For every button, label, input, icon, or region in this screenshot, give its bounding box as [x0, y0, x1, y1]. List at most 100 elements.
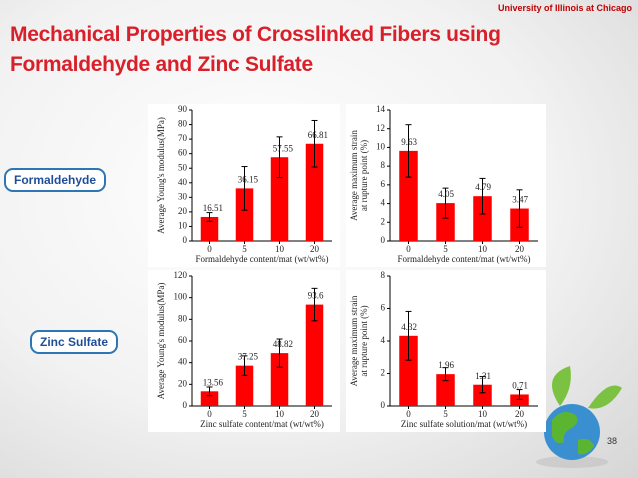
bar: [270, 353, 289, 406]
bar: [235, 365, 254, 406]
y-tick-label: 60: [178, 148, 188, 158]
y-axis-label: Average maximum strain: [349, 295, 359, 386]
bar: [305, 304, 324, 406]
x-tick-label: 20: [310, 409, 320, 419]
x-tick-label: 10: [478, 409, 488, 419]
value-label: 93.6: [308, 291, 324, 301]
bar: [436, 203, 455, 241]
y-tick-label: 10: [178, 221, 188, 231]
y-tick-label: 14: [376, 104, 386, 114]
y-tick-label: 20: [178, 206, 188, 216]
y-tick-label: 2: [381, 368, 386, 378]
y-axis-label: at rupture point (%): [359, 305, 369, 376]
bar: [473, 196, 492, 241]
y-tick-label: 70: [178, 133, 188, 143]
y-tick-label: 12: [376, 123, 385, 133]
value-label: 16.51: [203, 203, 223, 213]
x-tick-label: 5: [242, 409, 247, 419]
y-axis-label: Average Young's modulus(MPa): [156, 283, 166, 400]
x-tick-label: 5: [242, 244, 247, 254]
y-axis-label: Average maximum strain: [349, 130, 359, 221]
x-tick-label: 20: [515, 409, 525, 419]
y-tick-label: 6: [381, 303, 386, 313]
y-tick-label: 0: [183, 235, 188, 245]
bar: [399, 150, 418, 241]
value-label: 0.71: [512, 381, 528, 391]
x-tick-label: 20: [515, 244, 525, 254]
chart: 0 2 4 6 8 10 12 14 Average maximum strain at rupt…: [346, 104, 546, 267]
bar: [270, 157, 289, 241]
value-label: 57.55: [273, 143, 294, 153]
bar: [305, 143, 324, 241]
x-tick-label: 20: [310, 244, 320, 254]
value-label: 13.56: [203, 377, 224, 387]
page-number: 38: [607, 436, 618, 446]
label-callout: Formaldehyde: [4, 168, 107, 192]
y-tick-label: 100: [174, 292, 188, 302]
header: University of Illinois at Chicago: [497, 3, 632, 13]
x-axis-label: Formaldehyde content/mat (wt/wt%): [398, 254, 531, 264]
y-tick-label: 60: [178, 335, 188, 345]
title-line: Mechanical Properties of Crosslinked Fib…: [10, 23, 501, 46]
y-tick-label: 120: [174, 270, 188, 280]
x-tick-label: 0: [207, 409, 212, 419]
y-tick-label: 0: [381, 400, 386, 410]
globe: [536, 366, 622, 468]
y-tick-label: 40: [178, 357, 188, 367]
value-label: 1.31: [475, 371, 491, 381]
y-axis-label: at rupture point (%): [359, 140, 369, 211]
y-tick-label: 6: [381, 179, 386, 189]
bar: [510, 394, 529, 406]
bar: [399, 335, 418, 406]
y-tick-label: 0: [183, 400, 188, 410]
y-tick-label: 2: [381, 216, 386, 226]
x-tick-label: 0: [406, 244, 411, 254]
y-tick-label: 10: [376, 141, 386, 151]
y-tick-label: 90: [178, 104, 188, 114]
value-label: 9.63: [401, 137, 417, 147]
x-tick-label: 5: [443, 244, 448, 254]
value-label: 66.81: [308, 130, 328, 140]
label-callout: Zinc Sulfate: [30, 330, 119, 354]
value-label: 1.96: [438, 360, 454, 370]
x-tick-label: 10: [275, 409, 285, 419]
x-tick-label: 10: [275, 244, 285, 254]
x-tick-label: 10: [478, 244, 488, 254]
y-tick-label: 50: [178, 162, 188, 172]
y-tick-label: 0: [381, 235, 386, 245]
y-tick-label: 4: [381, 335, 386, 345]
x-axis-label: Zinc sulfate content/mat (wt/wt%): [200, 419, 324, 429]
y-tick-label: 80: [178, 313, 188, 323]
value-label: 3.47: [512, 195, 528, 205]
bar: [200, 216, 219, 241]
bar: [235, 188, 254, 241]
bar: [436, 374, 455, 406]
chart: 0 2 4 6 8 Average maximum strain at rupture po…: [346, 270, 546, 432]
y-tick-label: 8: [381, 160, 386, 170]
bar: [473, 384, 492, 406]
value-label: 37.25: [238, 352, 259, 362]
bar: [200, 391, 219, 406]
y-tick-label: 40: [178, 177, 188, 187]
value-label: 48.82: [273, 339, 293, 349]
value-label: 36.15: [238, 174, 259, 184]
value-label: 4.79: [475, 182, 491, 192]
y-tick-label: 20: [178, 378, 188, 388]
title-line: Formaldehyde and Zinc Sulfate: [10, 53, 313, 76]
value-label: 4.32: [401, 322, 417, 332]
x-axis-label: Formaldehyde content/mat (wt/wt%): [196, 254, 329, 264]
y-tick-label: 8: [381, 270, 386, 280]
y-axis-label: Average Young's modulus(MPa): [156, 117, 166, 234]
slide-title: Mechanical Properties of Crosslinked Fib…: [10, 20, 501, 80]
x-tick-label: 0: [207, 244, 212, 254]
x-tick-label: 0: [406, 409, 411, 419]
x-tick-label: 5: [443, 409, 448, 419]
x-axis-label: Zinc sulfate solution/mat (wt/wt%): [401, 419, 527, 429]
value-label: 4.05: [438, 189, 454, 199]
y-tick-label: 30: [178, 191, 188, 201]
y-tick-label: 80: [178, 119, 188, 129]
